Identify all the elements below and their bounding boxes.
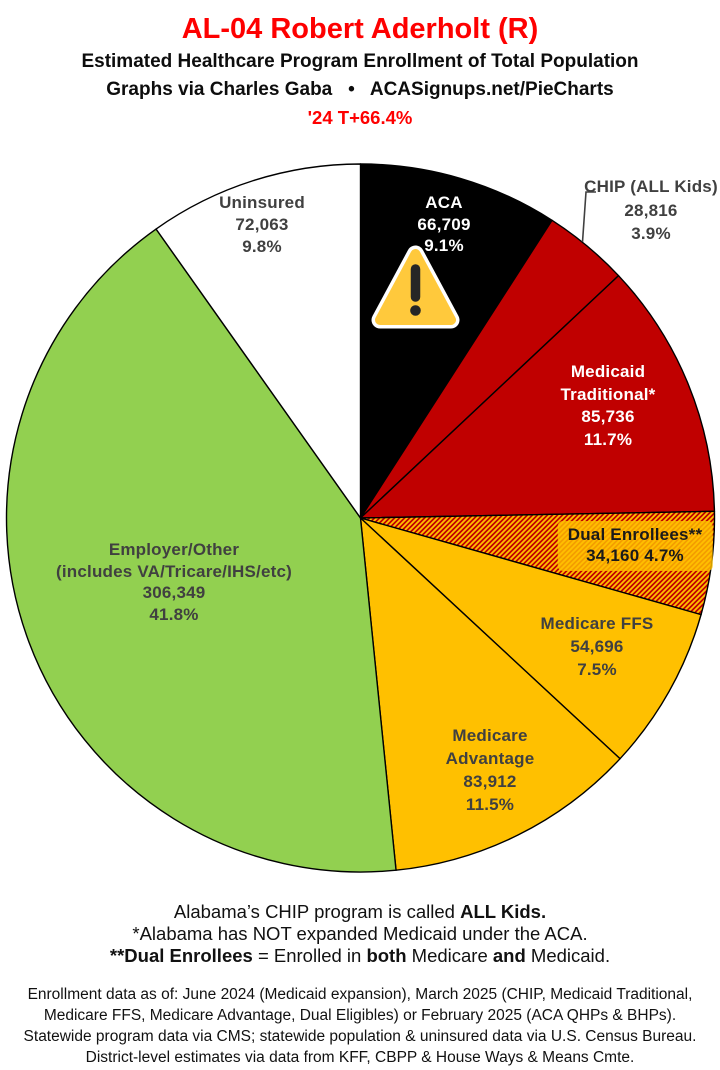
pie-chart (5, 163, 716, 873)
pie-chart-area: ACA 66,709 9.1% CHIP (ALL Kids) 28,816 3.9% Me… (0, 150, 720, 882)
header: AL-04 Robert Aderholt (R) Estimated Heal… (0, 0, 720, 132)
footnotes: Alabama’s CHIP program is called ALL Kid… (0, 901, 720, 967)
note-line: **Dual Enrollees = Enrolled in both Medi… (109, 945, 611, 966)
page-subtitle: Estimated Healthcare Program Enrollment … (81, 51, 639, 72)
source-line: Enrollment data as of: June 2024 (Medica… (27, 986, 693, 1003)
chip-leader-line (581, 191, 596, 243)
warning-icon (371, 245, 460, 329)
note-line: Alabama’s CHIP program is called ALL Kid… (173, 901, 547, 922)
pie-slice-medicare_ffs (359, 517, 702, 760)
source-line: District-level estimates via data from K… (85, 1049, 635, 1066)
pie-slice-medicaid_traditional (359, 274, 716, 519)
pie-slice-employer_other (5, 228, 397, 873)
pie-slice-uninsured (155, 163, 362, 519)
pie-slice-medicare_advantage (359, 517, 621, 871)
source-line: Statewide program data via CMS; statewid… (23, 1028, 697, 1045)
source-note: Enrollment data as of: June 2024 (Medica… (0, 984, 720, 1068)
note-line: *Alabama has NOT expanded Medicaid under… (132, 923, 588, 944)
byline: Graphs via Charles Gaba • ACASignups.net… (106, 79, 614, 100)
source-line: Medicare FFS, Medicare Advantage, Dual E… (43, 1007, 677, 1024)
page-title: AL-04 Robert Aderholt (R) (181, 13, 539, 45)
trend-label: '24 T+66.4% (307, 107, 413, 128)
